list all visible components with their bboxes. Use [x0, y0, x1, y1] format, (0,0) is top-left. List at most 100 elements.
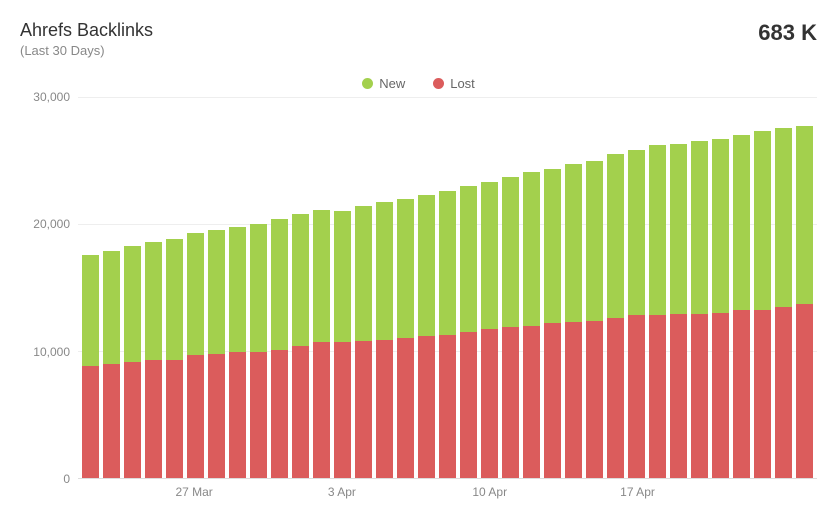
bar-column[interactable] — [649, 97, 666, 478]
bar-column[interactable] — [397, 97, 414, 478]
bar-segment-new — [481, 182, 498, 329]
bar-segment-lost — [523, 326, 540, 478]
bar-segment-lost — [418, 336, 435, 478]
bar-segment-new — [523, 172, 540, 326]
bar-column[interactable] — [691, 97, 708, 478]
x-tick-label: 27 Mar — [175, 485, 212, 499]
widget-title: Ahrefs Backlinks — [20, 20, 153, 41]
bar-segment-new — [313, 210, 330, 342]
bar-column[interactable] — [565, 97, 582, 478]
y-tick-label: 0 — [63, 472, 70, 486]
bar-segment-lost — [712, 313, 729, 478]
bar-column[interactable] — [355, 97, 372, 478]
bar-segment-lost — [355, 341, 372, 478]
bar-segment-new — [418, 195, 435, 336]
bar-segment-lost — [670, 314, 687, 478]
y-tick-label: 10,000 — [33, 345, 70, 359]
bar-segment-new — [334, 211, 351, 342]
bar-column[interactable] — [586, 97, 603, 478]
bar-segment-new — [775, 128, 792, 307]
bar-segment-lost — [607, 318, 624, 478]
bar-segment-new — [187, 233, 204, 355]
bar-segment-lost — [775, 307, 792, 478]
bar-segment-new — [439, 191, 456, 335]
bar-column[interactable] — [229, 97, 246, 478]
bar-segment-new — [376, 202, 393, 339]
bar-column[interactable] — [481, 97, 498, 478]
bar-segment-lost — [439, 335, 456, 479]
bar-segment-new — [124, 246, 141, 363]
bar-segment-lost — [397, 338, 414, 478]
bar-column[interactable] — [208, 97, 225, 478]
bar-segment-new — [586, 161, 603, 321]
bar-segment-new — [544, 169, 561, 323]
bar-column[interactable] — [502, 97, 519, 478]
bar-segment-lost — [334, 342, 351, 478]
bar-segment-lost — [313, 342, 330, 478]
bar-column[interactable] — [439, 97, 456, 478]
bar-segment-new — [250, 224, 267, 352]
bar-column[interactable] — [796, 97, 813, 478]
bar-column[interactable] — [292, 97, 309, 478]
swatch-new — [362, 78, 373, 89]
legend-label-new: New — [379, 76, 405, 91]
x-axis-labels: 27 Mar3 Apr10 Apr17 Apr — [78, 479, 817, 507]
bar-segment-lost — [733, 310, 750, 478]
bar-segment-new — [502, 177, 519, 327]
bar-column[interactable] — [523, 97, 540, 478]
bar-column[interactable] — [670, 97, 687, 478]
bar-segment-lost — [229, 352, 246, 478]
bar-column[interactable] — [628, 97, 645, 478]
bar-segment-lost — [544, 323, 561, 478]
bar-segment-lost — [460, 332, 477, 478]
title-block: Ahrefs Backlinks (Last 30 Days) — [20, 20, 153, 58]
bar-column[interactable] — [607, 97, 624, 478]
widget-metric: 683 K — [758, 20, 817, 46]
bar-column[interactable] — [82, 97, 99, 478]
bar-column[interactable] — [733, 97, 750, 478]
bar-segment-new — [355, 206, 372, 341]
bar-segment-new — [670, 144, 687, 314]
x-tick-label: 10 Apr — [472, 485, 507, 499]
bar-column[interactable] — [418, 97, 435, 478]
bar-column[interactable] — [754, 97, 771, 478]
bar-column[interactable] — [313, 97, 330, 478]
bar-column[interactable] — [376, 97, 393, 478]
bar-segment-lost — [754, 310, 771, 478]
x-tick-label: 17 Apr — [620, 485, 655, 499]
legend-item-new[interactable]: New — [362, 76, 405, 91]
bar-segment-lost — [166, 360, 183, 478]
bar-segment-new — [733, 135, 750, 310]
bars-container — [78, 97, 817, 478]
chart-legend: New Lost — [20, 76, 817, 91]
bar-column[interactable] — [166, 97, 183, 478]
y-axis-labels: 010,00020,00030,000 — [20, 97, 78, 479]
bar-column[interactable] — [250, 97, 267, 478]
bar-segment-lost — [586, 321, 603, 478]
bar-column[interactable] — [103, 97, 120, 478]
bar-segment-lost — [649, 315, 666, 478]
bar-column[interactable] — [124, 97, 141, 478]
bar-column[interactable] — [187, 97, 204, 478]
bar-segment-lost — [250, 352, 267, 478]
bar-segment-new — [271, 219, 288, 350]
bar-column[interactable] — [460, 97, 477, 478]
bar-column[interactable] — [544, 97, 561, 478]
bar-segment-new — [166, 239, 183, 360]
legend-label-lost: Lost — [450, 76, 475, 91]
bar-segment-new — [691, 141, 708, 314]
bar-column[interactable] — [145, 97, 162, 478]
backlinks-widget: Ahrefs Backlinks (Last 30 Days) 683 K Ne… — [0, 0, 837, 531]
bar-column[interactable] — [334, 97, 351, 478]
bar-segment-lost — [103, 364, 120, 478]
bar-segment-lost — [628, 315, 645, 478]
chart-zone: 010,00020,00030,000 27 Mar3 Apr10 Apr17 … — [20, 97, 817, 507]
bar-segment-lost — [124, 362, 141, 478]
legend-item-lost[interactable]: Lost — [433, 76, 475, 91]
widget-header: Ahrefs Backlinks (Last 30 Days) 683 K — [20, 20, 817, 58]
bar-column[interactable] — [271, 97, 288, 478]
bar-column[interactable] — [775, 97, 792, 478]
bar-segment-lost — [502, 327, 519, 478]
bar-column[interactable] — [712, 97, 729, 478]
y-tick-label: 20,000 — [33, 217, 70, 231]
